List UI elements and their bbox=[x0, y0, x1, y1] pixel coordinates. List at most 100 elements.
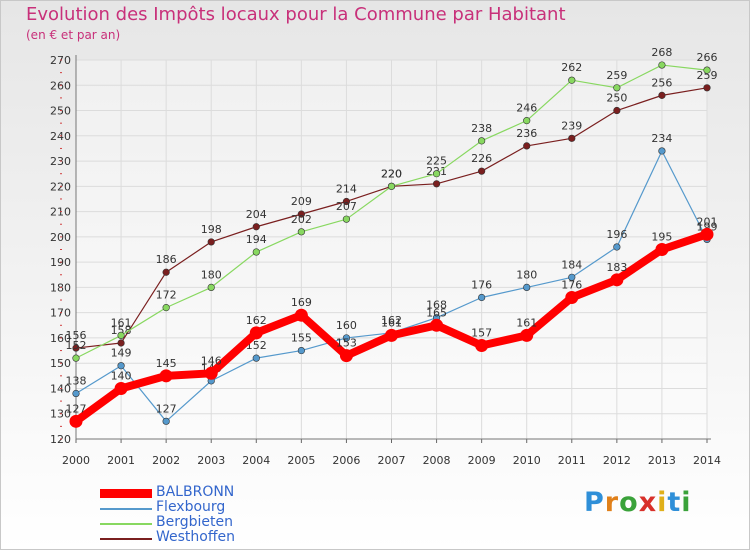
data-label-westhoffen-2010: 236 bbox=[516, 127, 537, 140]
data-label-flexbourg-2007: 162 bbox=[381, 314, 402, 327]
point-balbronn-2014 bbox=[700, 227, 714, 241]
chart-title: Evolution des Impôts locaux pour la Comm… bbox=[26, 4, 566, 25]
x-tick-label-2004: 2004 bbox=[242, 454, 270, 467]
data-label-flexbourg-2012: 196 bbox=[606, 228, 627, 241]
data-label-bergbieten-2007: 220 bbox=[381, 167, 402, 180]
point-bergbieten-2009 bbox=[478, 137, 486, 145]
point-bergbieten-2011 bbox=[568, 76, 576, 84]
data-label-westhoffen-2007: 220 bbox=[381, 167, 402, 180]
x-tick-label-2011: 2011 bbox=[558, 454, 586, 467]
point-flexbourg-2005 bbox=[297, 346, 305, 355]
point-bergbieten-2005 bbox=[297, 228, 305, 236]
data-label-flexbourg-2000: 138 bbox=[66, 375, 87, 388]
data-label-bergbieten-2002: 172 bbox=[156, 289, 177, 302]
data-label-balbronn-2009: 157 bbox=[471, 327, 492, 340]
data-label-flexbourg-2006: 160 bbox=[336, 319, 357, 332]
point-balbronn-2005 bbox=[294, 308, 308, 322]
point-bergbieten-2003 bbox=[207, 283, 215, 292]
data-label-bergbieten-2004: 194 bbox=[246, 233, 267, 246]
point-balbronn-2002 bbox=[159, 369, 173, 383]
point-balbronn-2001 bbox=[114, 381, 128, 395]
legend-swatch-flexbourg bbox=[100, 508, 152, 510]
data-label-balbronn-2010: 161 bbox=[516, 316, 537, 329]
data-label-westhoffen-2001: 158 bbox=[111, 324, 132, 337]
x-tick-label-2010: 2010 bbox=[513, 454, 541, 467]
x-tick-label-2009: 2009 bbox=[468, 454, 496, 467]
point-flexbourg-2010 bbox=[523, 283, 531, 292]
x-tick-label-2012: 2012 bbox=[603, 454, 631, 467]
data-label-westhoffen-2012: 250 bbox=[606, 92, 627, 105]
point-westhoffen-2008 bbox=[432, 180, 441, 188]
data-label-bergbieten-2008: 225 bbox=[426, 155, 447, 168]
point-westhoffen-2001 bbox=[117, 339, 125, 347]
data-label-balbronn-2005: 169 bbox=[291, 296, 312, 309]
data-label-flexbourg-2014: 199 bbox=[697, 220, 718, 233]
x-tick-label-2003: 2003 bbox=[197, 454, 225, 467]
data-label-flexbourg-2013: 234 bbox=[651, 132, 672, 145]
point-westhoffen-2010 bbox=[523, 142, 531, 150]
point-bergbieten-2014 bbox=[703, 66, 711, 74]
point-flexbourg-2001 bbox=[117, 362, 125, 370]
point-bergbieten-2007 bbox=[387, 182, 396, 190]
x-tick-label-2008: 2008 bbox=[423, 454, 451, 467]
data-label-flexbourg-2005: 155 bbox=[291, 332, 312, 345]
data-label-bergbieten-2000: 152 bbox=[66, 339, 87, 352]
point-westhoffen-2013 bbox=[658, 91, 666, 99]
data-label-westhoffen-2009: 226 bbox=[471, 152, 492, 165]
point-westhoffen-2005 bbox=[297, 210, 305, 218]
data-label-westhoffen-2004: 204 bbox=[246, 208, 267, 221]
x-tick-label-2007: 2007 bbox=[378, 454, 406, 467]
data-label-flexbourg-2008: 168 bbox=[426, 299, 447, 312]
point-bergbieten-2000 bbox=[72, 354, 80, 362]
point-balbronn-2007 bbox=[385, 328, 398, 342]
point-bergbieten-2004 bbox=[252, 248, 260, 256]
data-label-balbronn-2004: 162 bbox=[246, 314, 267, 327]
point-flexbourg-2012 bbox=[613, 243, 621, 251]
x-tick-label-2013: 2013 bbox=[648, 454, 676, 467]
data-label-flexbourg-2010: 180 bbox=[516, 268, 537, 281]
data-label-bergbieten-2011: 262 bbox=[561, 61, 582, 74]
point-westhoffen-2004 bbox=[252, 223, 260, 231]
data-label-balbronn-2014: 201 bbox=[697, 215, 718, 228]
logo-letter: i bbox=[657, 487, 668, 518]
data-label-flexbourg-2001: 149 bbox=[111, 347, 132, 360]
data-label-balbronn-2006: 153 bbox=[336, 337, 357, 350]
logo-letter: t bbox=[667, 487, 682, 518]
data-label-flexbourg-2009: 176 bbox=[471, 279, 492, 292]
x-tick-label-2000: 2000 bbox=[62, 454, 90, 467]
proxiti-logo: Proxiti bbox=[584, 487, 692, 518]
point-balbronn-2012 bbox=[610, 273, 624, 287]
point-balbronn-2008 bbox=[430, 318, 444, 332]
legend-swatch-westhoffen bbox=[100, 538, 152, 540]
point-bergbieten-2002 bbox=[162, 304, 170, 312]
point-flexbourg-2004 bbox=[252, 354, 260, 362]
point-westhoffen-2000 bbox=[72, 344, 80, 352]
point-balbronn-2013 bbox=[655, 243, 669, 256]
point-flexbourg-2013 bbox=[658, 147, 666, 155]
logo-letter: i bbox=[681, 487, 692, 518]
point-westhoffen-2009 bbox=[478, 167, 486, 175]
point-westhoffen-2011 bbox=[568, 134, 576, 142]
point-balbronn-2004 bbox=[249, 326, 263, 340]
point-bergbieten-2008 bbox=[432, 170, 441, 178]
x-tick-label-2014: 2014 bbox=[693, 454, 721, 467]
data-label-westhoffen-2005: 209 bbox=[291, 195, 312, 208]
data-label-bergbieten-2003: 180 bbox=[201, 268, 222, 281]
data-label-flexbourg-2002: 127 bbox=[156, 402, 177, 415]
data-label-balbronn-2007: 161 bbox=[381, 316, 402, 329]
data-label-bergbieten-2014: 266 bbox=[697, 51, 718, 64]
data-label-balbronn-2000: 127 bbox=[66, 402, 87, 415]
point-flexbourg-2009 bbox=[478, 293, 486, 302]
legend-swatch-bergbieten bbox=[100, 523, 152, 525]
legend-label-flexbourg: Flexbourg bbox=[156, 499, 226, 515]
point-balbronn-2011 bbox=[565, 291, 579, 305]
point-flexbourg-2011 bbox=[568, 273, 576, 281]
logo-letter: r bbox=[604, 487, 620, 518]
x-tick-label-2006: 2006 bbox=[332, 454, 360, 467]
point-balbronn-2003 bbox=[204, 366, 218, 380]
logo-letter: x bbox=[638, 487, 658, 518]
point-balbronn-2000 bbox=[69, 414, 83, 428]
data-label-westhoffen-2011: 239 bbox=[561, 119, 582, 132]
data-label-bergbieten-2010: 246 bbox=[516, 102, 537, 115]
